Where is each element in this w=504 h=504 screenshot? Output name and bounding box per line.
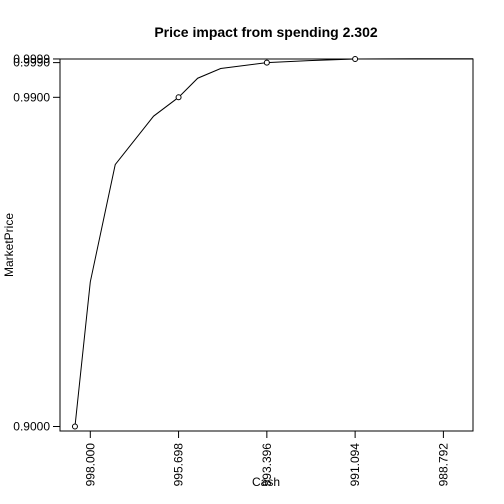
- series-line-group: [74, 58, 473, 427]
- x-tick-label: 993.396: [260, 443, 274, 487]
- y-tick-label: 0.9999: [13, 52, 50, 66]
- x-axis: 998.000 995.698 993.396 991.094 988.792: [83, 430, 450, 487]
- x-tick-label: 998.000: [83, 443, 97, 487]
- x-tick-label: 988.792: [436, 443, 450, 487]
- y-axis-label: MarketPrice: [2, 213, 16, 277]
- data-point: [71, 423, 78, 430]
- x-tick-label: 991.094: [348, 443, 362, 487]
- series-line: [74, 58, 473, 427]
- data-point: [175, 94, 182, 101]
- chart-title: Price impact from spending 2.302: [154, 24, 378, 40]
- data-point: [263, 59, 270, 66]
- data-point: [352, 55, 359, 62]
- y-tick-label: 0.9000: [13, 420, 50, 434]
- x-tick-label: 995.698: [172, 443, 186, 487]
- y-tick-label: 0.9900: [13, 90, 50, 104]
- y-tick-label: 0.9990: [13, 56, 50, 70]
- series-points-group: [71, 55, 359, 430]
- x-axis-label: Cash: [252, 475, 280, 489]
